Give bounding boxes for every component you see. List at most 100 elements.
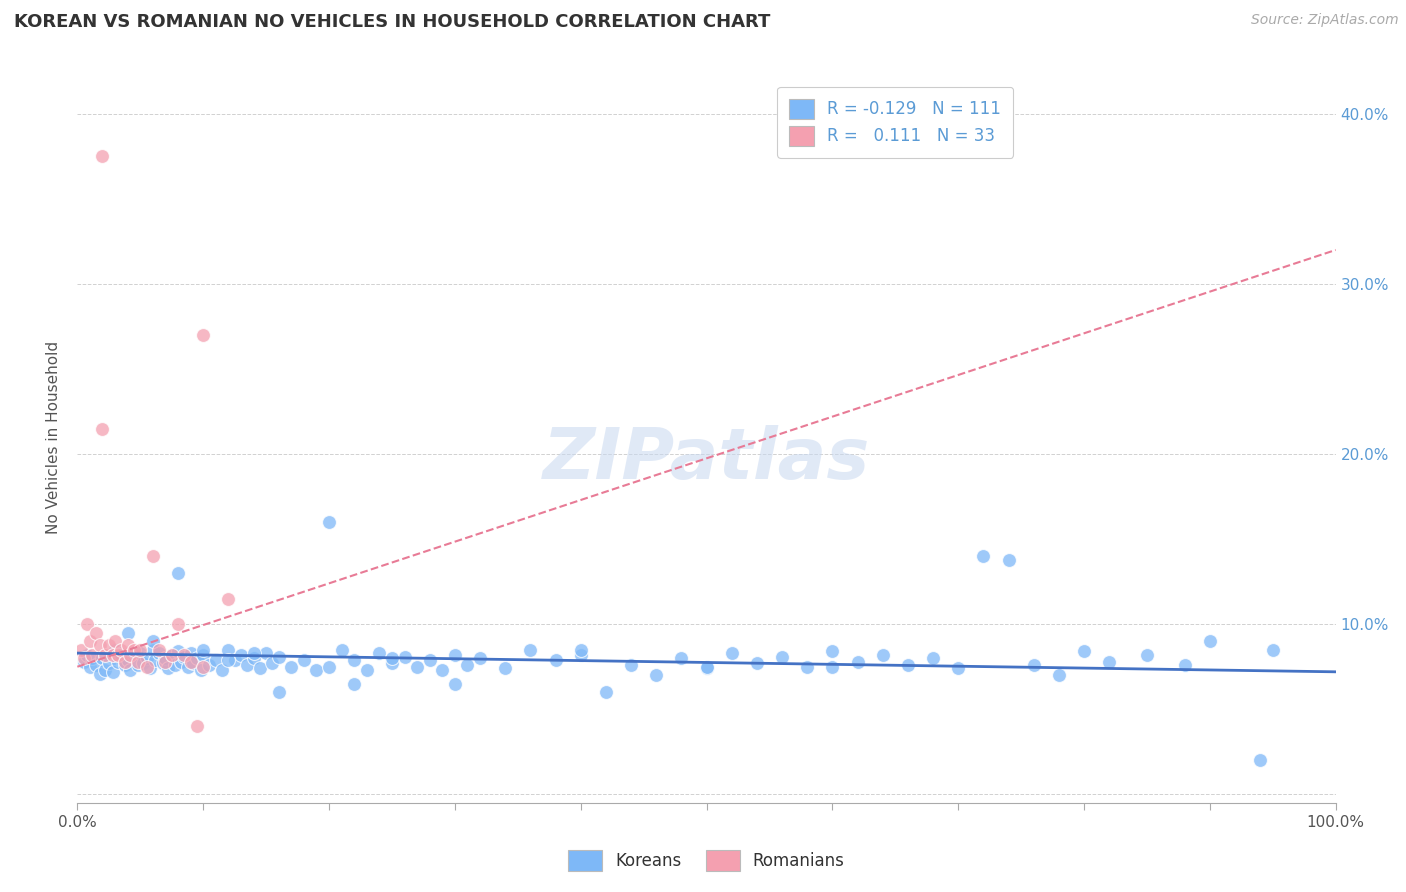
Point	[569, 642, 592, 657]
Point	[922, 651, 945, 665]
Point	[181, 657, 204, 671]
Point	[720, 646, 742, 660]
Point	[1249, 753, 1271, 767]
Point	[1174, 658, 1197, 673]
Point	[180, 655, 202, 669]
Point	[117, 625, 139, 640]
Point	[79, 659, 101, 673]
Point	[671, 651, 693, 665]
Point	[224, 653, 246, 667]
Point	[645, 668, 668, 682]
Point	[79, 634, 101, 648]
Point	[139, 661, 162, 675]
Point	[242, 646, 264, 660]
Point	[280, 659, 302, 673]
Point	[91, 149, 114, 163]
Point	[191, 328, 215, 343]
Point	[94, 663, 117, 677]
Point	[997, 552, 1019, 566]
Point	[89, 638, 111, 652]
Point	[167, 644, 190, 658]
Point	[82, 648, 104, 662]
Point	[1261, 642, 1284, 657]
Point	[114, 655, 136, 669]
Point	[129, 646, 152, 660]
Point	[186, 719, 208, 733]
Point	[142, 549, 165, 563]
Point	[190, 663, 212, 677]
Point	[356, 663, 378, 677]
Point	[104, 642, 127, 657]
Y-axis label: No Vehicles in Household: No Vehicles in Household	[46, 341, 62, 533]
Point	[180, 646, 202, 660]
Point	[1022, 658, 1045, 673]
Point	[155, 651, 177, 665]
Point	[948, 661, 970, 675]
Point	[101, 648, 124, 662]
Point	[84, 625, 107, 640]
Point	[110, 648, 132, 662]
Point	[305, 663, 328, 677]
Point	[152, 657, 174, 671]
Point	[129, 642, 152, 657]
Point	[84, 658, 107, 673]
Point	[142, 642, 165, 657]
Point	[132, 657, 155, 671]
Point	[381, 651, 404, 665]
Point	[249, 661, 271, 675]
Point	[72, 655, 94, 669]
Point	[217, 653, 239, 667]
Point	[211, 663, 233, 677]
Point	[872, 648, 894, 662]
Point	[381, 657, 404, 671]
Point	[595, 685, 617, 699]
Point	[148, 646, 170, 660]
Point	[456, 658, 478, 673]
Point	[148, 642, 170, 657]
Point	[198, 658, 221, 673]
Point	[142, 634, 165, 648]
Point	[122, 648, 145, 662]
Point	[156, 661, 179, 675]
Point	[191, 642, 215, 657]
Point	[101, 665, 124, 679]
Point	[186, 651, 208, 665]
Point	[165, 658, 187, 673]
Point	[169, 655, 191, 669]
Point	[432, 663, 454, 677]
Point	[292, 653, 315, 667]
Text: KOREAN VS ROMANIAN NO VEHICLES IN HOUSEHOLD CORRELATION CHART: KOREAN VS ROMANIAN NO VEHICLES IN HOUSEH…	[14, 13, 770, 31]
Point	[76, 648, 98, 662]
Point	[127, 655, 149, 669]
Point	[330, 642, 353, 657]
Point	[394, 649, 416, 664]
Point	[204, 653, 226, 667]
Point	[972, 549, 994, 563]
Point	[343, 653, 366, 667]
Point	[120, 663, 142, 677]
Point	[1047, 668, 1070, 682]
Point	[1199, 634, 1222, 648]
Point	[318, 659, 340, 673]
Point	[191, 659, 215, 673]
Point	[97, 657, 120, 671]
Point	[1136, 648, 1159, 662]
Point	[122, 642, 145, 657]
Point	[177, 659, 200, 673]
Point	[236, 658, 259, 673]
Point	[846, 655, 869, 669]
Point	[82, 651, 104, 665]
Point	[107, 655, 129, 669]
Point	[620, 658, 643, 673]
Text: Source: ZipAtlas.com: Source: ZipAtlas.com	[1251, 13, 1399, 28]
Point	[318, 515, 340, 529]
Point	[821, 644, 844, 658]
Point	[444, 677, 467, 691]
Point	[120, 648, 142, 662]
Point	[104, 634, 127, 648]
Point	[406, 659, 429, 673]
Point	[544, 653, 567, 667]
Point	[368, 646, 391, 660]
Point	[173, 649, 195, 664]
Point	[897, 658, 920, 673]
